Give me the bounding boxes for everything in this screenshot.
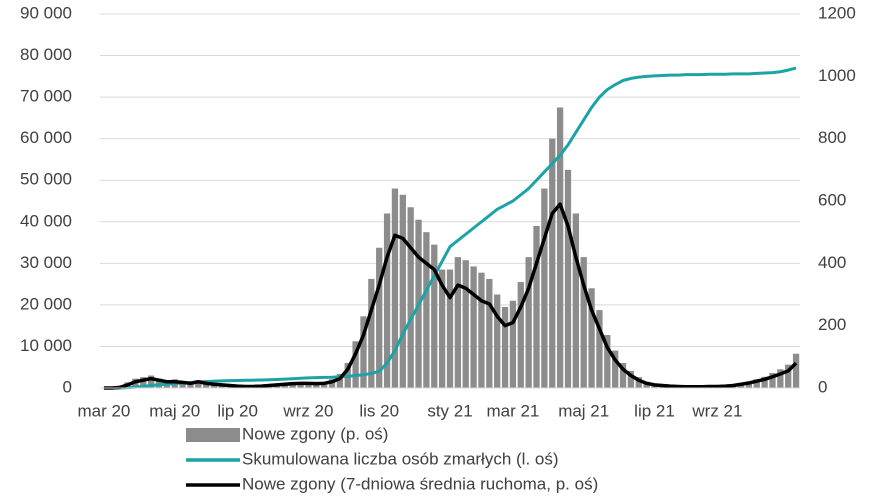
bar (564, 169, 572, 388)
bar (619, 363, 627, 388)
bar (140, 377, 147, 388)
line (103, 66, 797, 390)
bar (438, 269, 446, 388)
bar (777, 369, 784, 388)
bar (596, 310, 603, 388)
x-tick-label: wrz 20 (282, 401, 333, 420)
x-tick-label: mar 21 (486, 401, 539, 420)
bar (517, 282, 524, 388)
y2-tick-label: 400 (818, 253, 846, 272)
bar (391, 188, 399, 388)
bar (635, 377, 642, 388)
bar (305, 382, 312, 388)
bar (470, 266, 477, 388)
bar (580, 257, 587, 388)
bar (431, 244, 438, 388)
bar (761, 376, 768, 388)
x-tick-label: lis 20 (359, 401, 399, 420)
bar (328, 379, 336, 388)
y-tick-label: 10 000 (20, 336, 72, 355)
y2-tick-label: 600 (818, 190, 846, 209)
bar (446, 269, 454, 388)
x-tick-label: sty 21 (427, 401, 472, 420)
bar (494, 294, 501, 388)
x-tick-label: lip 21 (634, 401, 675, 420)
bar (399, 194, 406, 388)
bar (588, 288, 595, 388)
y2-tick-label: 800 (818, 128, 846, 147)
bar (486, 278, 493, 388)
bar (383, 213, 391, 388)
bar (525, 257, 532, 388)
y2-tick-label: 0 (818, 377, 827, 396)
x-tick-label: lip 20 (217, 401, 258, 420)
legend-label: Skumulowana liczba osób zmarłych (l. oś) (242, 449, 559, 468)
bar (509, 300, 517, 388)
y2-tick-label: 1200 (818, 3, 856, 22)
x-tick-label: maj 20 (149, 401, 200, 420)
y-tick-label: 90 000 (20, 3, 72, 22)
bar (785, 364, 792, 388)
bar (462, 260, 469, 388)
y2-tick-label: 1000 (818, 66, 856, 85)
bar (627, 370, 635, 388)
bar (612, 350, 619, 388)
bar (769, 373, 776, 388)
y-tick-label: 40 000 (20, 211, 72, 230)
legend-swatch (186, 428, 240, 442)
y2-tick-label: 200 (818, 315, 846, 334)
y-tick-label: 50 000 (20, 170, 72, 189)
legend-label: Nowe zgony (p. oś) (242, 424, 388, 443)
y-tick-label: 70 000 (20, 87, 72, 106)
bar (147, 375, 155, 388)
bar (336, 373, 344, 388)
bar (203, 382, 210, 388)
y-tick-label: 30 000 (20, 253, 72, 272)
bar (352, 341, 359, 388)
y-tick-label: 20 000 (20, 294, 72, 313)
bar (376, 247, 383, 388)
x-tick-label: maj 21 (558, 401, 609, 420)
bar (360, 316, 367, 388)
y-tick-label: 0 (63, 377, 72, 396)
bar (792, 353, 800, 388)
bar (195, 380, 202, 388)
bar (423, 232, 430, 388)
bar (753, 379, 760, 388)
bar (541, 188, 548, 388)
bar (454, 257, 462, 388)
bar (572, 213, 579, 388)
legend-label: Nowe zgony (7-dniowa średnia ruchoma, p.… (242, 474, 598, 493)
y-tick-label: 60 000 (20, 128, 72, 147)
bar (533, 225, 540, 388)
bar (604, 335, 611, 388)
bar (368, 278, 375, 388)
bar (556, 107, 564, 388)
bar (478, 272, 485, 388)
line (103, 202, 798, 390)
bar (501, 306, 509, 388)
x-tick-label: wrz 21 (691, 401, 742, 420)
y-tick-label: 80 000 (20, 45, 72, 64)
bar (549, 138, 556, 388)
bar (179, 381, 186, 388)
bar (407, 207, 414, 388)
x-tick-label: mar 20 (77, 401, 130, 420)
